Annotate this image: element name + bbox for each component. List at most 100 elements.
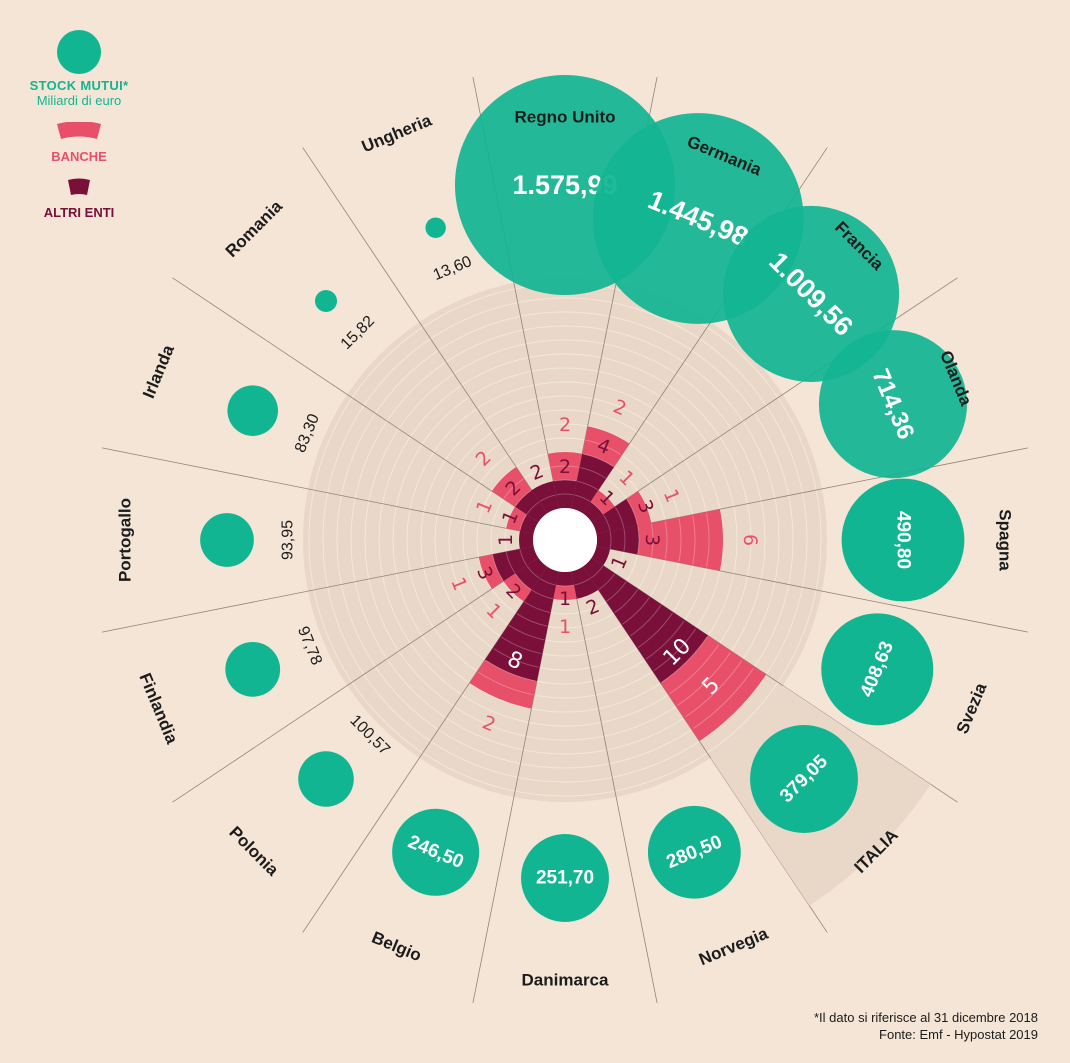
bar-tick: [590, 501, 604, 515]
stock-bubble: [647, 805, 741, 899]
source-note: *Il dato si riferisce al 31 dicembre 201…: [814, 1009, 1038, 1043]
count-ring: [322, 297, 808, 783]
stock-bubble: [425, 217, 446, 238]
bar-tick: [574, 578, 591, 586]
bar-altri: [596, 525, 640, 555]
count-banche: 6: [739, 534, 761, 546]
bar-tick: [637, 526, 640, 554]
count-ring: [378, 353, 752, 727]
bar-tick: [556, 493, 574, 496]
stock-label: 83,30: [292, 412, 323, 456]
bar-tick: [622, 597, 650, 625]
bar-tick: [574, 494, 591, 502]
bar-tick: [508, 624, 545, 641]
country-name: Svezia: [953, 680, 991, 737]
separator-line: [570, 571, 658, 1004]
separator-line: [591, 277, 958, 523]
bar-banche: [503, 573, 532, 602]
bar-tick: [603, 514, 611, 531]
bar-tick: [514, 573, 532, 591]
bar-tick: [653, 628, 697, 672]
country-name: Belgio: [369, 928, 424, 965]
stock-label: 13,60: [431, 253, 475, 284]
bar-tick: [579, 467, 606, 479]
bar-tick: [630, 605, 662, 637]
country-name: Polonia: [225, 823, 282, 880]
count-altri: 1: [495, 534, 517, 546]
bar-tick: [661, 636, 708, 683]
bar-tick: [492, 554, 504, 581]
bar-altri: [556, 571, 574, 587]
bar-tick: [582, 453, 614, 467]
count-ring: [364, 339, 766, 741]
country-name: Spagna: [996, 509, 1015, 571]
bar-altri: [515, 490, 548, 523]
bar-tick: [626, 499, 638, 526]
bar-banche: [547, 452, 583, 482]
bar-tick: [637, 612, 673, 648]
separator-line: [101, 447, 534, 535]
stock-bubble: [227, 385, 279, 436]
bar-tick: [585, 439, 622, 456]
stock-bubble: [723, 205, 900, 382]
country-name: Regno Unito: [514, 108, 615, 127]
stock-bubble: [818, 330, 968, 479]
bar-tick: [493, 648, 539, 668]
legend-stock-title: STOCK MUTUI*: [29, 78, 129, 93]
stock-bubble: [392, 808, 480, 896]
bar-tick: [678, 518, 682, 562]
bar-tick: [478, 671, 533, 696]
bar-altri: [571, 566, 599, 599]
bar-altri: [582, 557, 709, 684]
bar-tick: [519, 549, 527, 566]
bar-banche: [491, 466, 532, 507]
bar-banche: [626, 491, 652, 526]
stock-bubble: [200, 513, 254, 567]
bar-tick: [501, 636, 542, 655]
count-altri: 1: [559, 588, 571, 610]
bar-altri: [519, 531, 534, 549]
separator-line: [172, 277, 539, 523]
bar-banche: [637, 509, 723, 571]
bar-tick: [606, 581, 627, 602]
legend-stock-dot: [57, 30, 101, 74]
stock-label: 251,70: [536, 868, 594, 889]
count-banche: 2: [559, 414, 571, 436]
bar-tick: [485, 660, 536, 682]
bar-tick: [553, 479, 577, 482]
separator-line: [172, 557, 539, 803]
bar-tick: [531, 589, 553, 600]
separator-line: [591, 557, 958, 803]
count-ring: [336, 311, 794, 769]
bar-tick: [516, 613, 548, 627]
bar-tick: [514, 489, 532, 507]
country-name: Portogallo: [116, 498, 135, 582]
country-name: Danimarca: [522, 971, 609, 990]
bar-tick: [614, 589, 639, 614]
bar-tick: [539, 578, 556, 586]
bar-banche: [660, 635, 767, 742]
count-altri: 2: [559, 456, 571, 478]
center-hole: [533, 508, 597, 572]
bar-tick: [524, 601, 551, 613]
count-altri: 3: [641, 534, 663, 546]
separator-line: [101, 545, 534, 633]
legend-banche-swatch: [57, 121, 101, 139]
bar-banche: [469, 659, 537, 709]
bar-altri: [484, 566, 559, 682]
bar-banche: [582, 426, 630, 467]
legend-banche-label: BANCHE: [51, 149, 107, 164]
legend-altri-label: ALTRI ENTI: [43, 205, 115, 220]
note-source: Fonte: Emf - Hypostat 2019: [879, 1027, 1038, 1042]
separator-line: [596, 447, 1029, 535]
stock-label: 490,80: [893, 511, 914, 569]
bar-tick: [693, 668, 754, 729]
country-name: Ungheria: [359, 110, 435, 156]
stock-bubble: [821, 613, 934, 726]
bar-tick: [650, 523, 654, 557]
bar-altri: [519, 514, 539, 534]
separator-line: [582, 566, 828, 933]
count-banche: 1: [559, 616, 571, 638]
bar-tick: [505, 552, 516, 574]
